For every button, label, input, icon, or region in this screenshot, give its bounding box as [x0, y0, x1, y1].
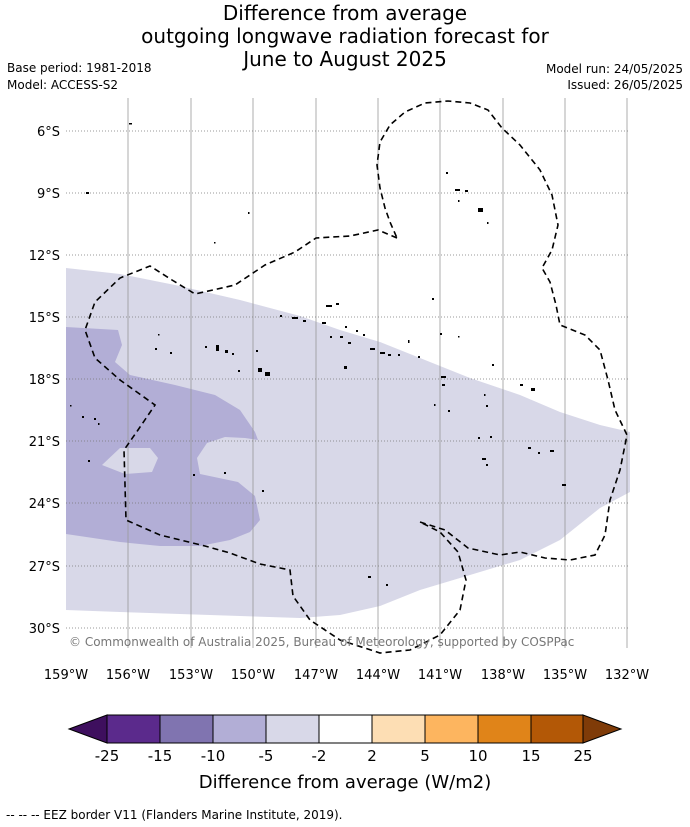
eez-border-legend: -- -- -- EEZ border V11 (Flanders Marine… — [6, 808, 343, 822]
colorbar-bin — [318, 714, 373, 744]
model-label: Model: ACCESS-S2 — [7, 78, 119, 92]
model-run-label: Model run: 24/05/2025 — [545, 62, 683, 76]
colorbar-tick-labels: -25 -15 -10 -5 -2 2 5 10 15 25 — [95, 747, 593, 765]
colorbar-tick: 2 — [367, 747, 377, 765]
map-title-line2: outgoing longwave radiation forecast for — [141, 24, 549, 48]
lon-label: 153°W — [169, 668, 213, 683]
eez-borders — [84, 100, 628, 654]
colorbar-tick: -10 — [201, 747, 226, 765]
colorbar-bin — [477, 714, 532, 744]
lon-label: 144°W — [356, 668, 400, 683]
islands — [70, 123, 566, 586]
colorbar-tick: 5 — [420, 747, 430, 765]
lon-label: 135°W — [543, 668, 587, 683]
lat-label: 27°S — [29, 560, 60, 575]
lon-label: 159°W — [44, 668, 88, 683]
map-title-line1: Difference from average — [222, 1, 468, 25]
longitude-labels: 159°W 156°W 153°W 150°W 147°W 144°W 141°… — [44, 668, 649, 683]
colorbar-bin — [159, 714, 214, 744]
issued-label: Issued: 26/05/2025 — [567, 78, 683, 92]
lat-label: 6°S — [37, 125, 60, 140]
latitude-labels: 6°S 9°S 12°S 15°S 18°S 21°S 24°S 27°S 30… — [29, 125, 60, 637]
colorbar-bin — [371, 714, 426, 744]
anomaly-region-medium — [66, 327, 260, 546]
lon-label: 138°W — [481, 668, 525, 683]
lat-label: 24°S — [29, 497, 60, 512]
colorbar-tick: 15 — [521, 747, 540, 765]
map-copyright: © Commonwealth of Australia 2025, Bureau… — [69, 635, 574, 649]
lat-label: 15°S — [29, 311, 60, 326]
colorbar-title: Difference from average (W/m2) — [199, 772, 491, 793]
colorbar-tick: -2 — [312, 747, 327, 765]
colorbar-bin — [530, 714, 584, 744]
lon-label: 150°W — [231, 668, 275, 683]
lat-label: 18°S — [29, 373, 60, 388]
colorbar — [67, 714, 623, 744]
lat-label: 21°S — [29, 435, 60, 450]
map-title-line3: June to August 2025 — [243, 47, 447, 71]
colorbar-tick: 10 — [468, 747, 487, 765]
colorbar-high-extend — [582, 714, 623, 744]
colorbar-tick: -15 — [148, 747, 173, 765]
colorbar-bin — [212, 714, 267, 744]
colorbar-low-extend — [67, 714, 108, 744]
lat-label: 12°S — [29, 249, 60, 264]
lat-label: 30°S — [29, 622, 60, 637]
lon-label: 156°W — [106, 668, 150, 683]
eez-border-french-polynesia — [376, 100, 628, 561]
lon-label: 147°W — [294, 668, 338, 683]
lon-label: 132°W — [605, 668, 649, 683]
colorbar-tick: -25 — [95, 747, 120, 765]
base-period-label: Base period: 1981-2018 — [7, 61, 152, 75]
lon-label: 141°W — [418, 668, 462, 683]
lat-label: 9°S — [37, 187, 60, 202]
colorbar-tick: -5 — [259, 747, 274, 765]
eez-border-cook-islands — [84, 229, 467, 654]
gridlines — [127, 98, 628, 648]
colorbar-bin — [424, 714, 479, 744]
latitude-gridlines — [66, 130, 630, 629]
colorbar-bin — [265, 714, 320, 744]
colorbar-bin — [106, 714, 161, 744]
colorbar-tick: 25 — [573, 747, 592, 765]
